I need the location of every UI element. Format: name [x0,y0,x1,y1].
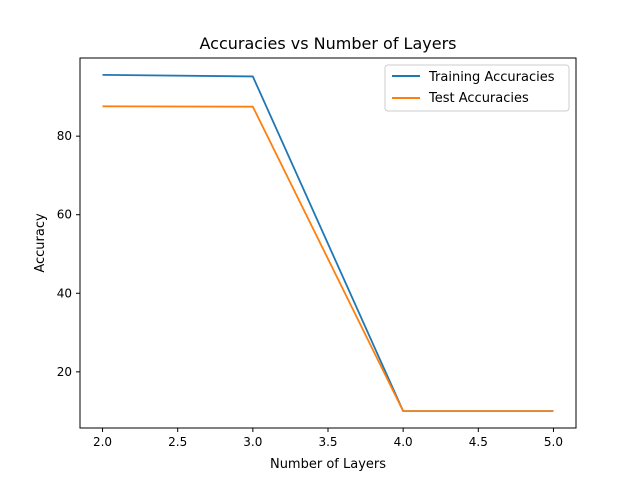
series-layer [102,73,554,413]
series-line-1 [102,105,554,413]
legend-label-test: Test Accuracies [428,91,529,106]
y-tick-label: 60 [57,208,72,222]
legend: Training Accuracies Test Accuracies [384,64,570,112]
y-axis-ticks: 20 40 60 80 [57,129,80,379]
x-tick-label: 5.0 [544,435,563,449]
x-axis-ticks: 2.0 2.5 3.0 3.5 4.0 4.5 5.0 [93,428,563,449]
x-tick-label: 4.0 [394,435,413,449]
x-tick-label: 2.5 [168,435,187,449]
y-tick-label: 20 [57,365,72,379]
y-axis-label: Accuracy [33,213,48,273]
y-tick-label: 80 [57,129,72,143]
x-tick-label: 3.5 [318,435,337,449]
legend-box [384,64,570,112]
y-tick-label: 40 [57,286,72,300]
x-tick-label: 2.0 [93,435,112,449]
chart-title: Accuracies vs Number of Layers [200,34,457,53]
x-tick-label: 4.5 [469,435,488,449]
x-tick-label: 3.0 [243,435,262,449]
x-axis-label: Number of Layers [270,457,386,472]
legend-label-training: Training Accuracies [428,70,555,85]
